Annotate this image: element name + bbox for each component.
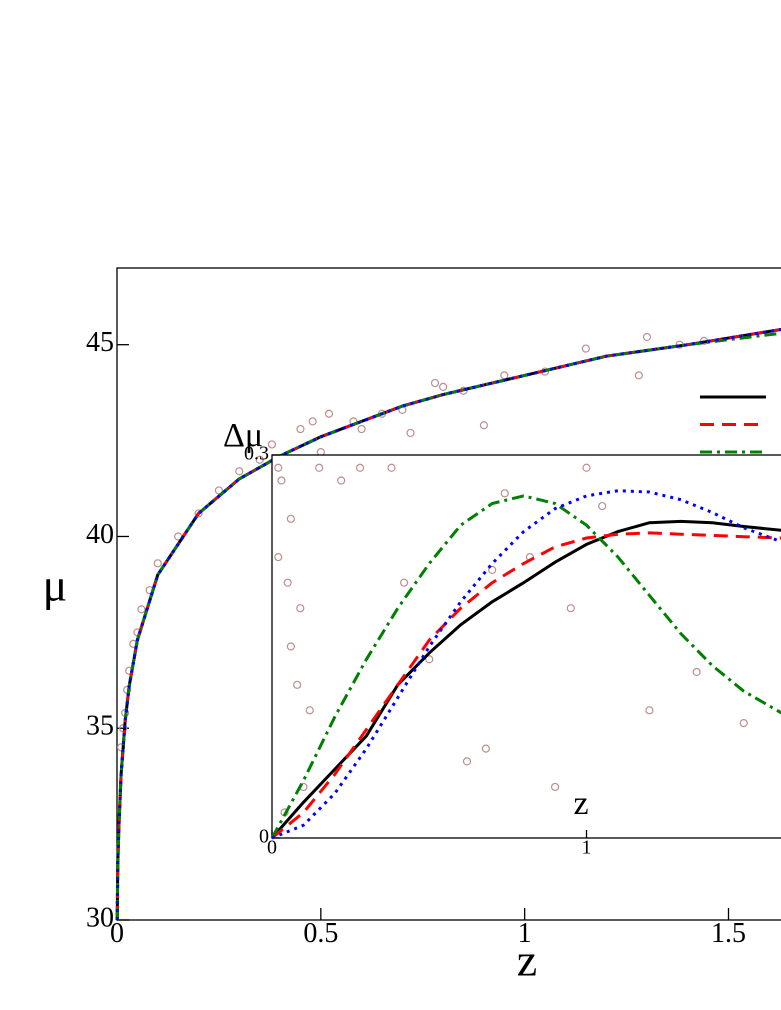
x-tick-label: 1 bbox=[582, 837, 592, 859]
data-point bbox=[296, 424, 305, 434]
series-line bbox=[270, 494, 781, 839]
x-tick-label: 0 bbox=[110, 918, 124, 949]
x-tick-label: 1 bbox=[518, 918, 532, 949]
data-point bbox=[481, 744, 490, 753]
x-axis-label: z bbox=[573, 785, 588, 822]
data-point bbox=[235, 467, 244, 476]
data-point bbox=[274, 553, 283, 562]
data-point bbox=[488, 565, 497, 575]
data-point bbox=[550, 782, 560, 792]
data-point bbox=[399, 578, 409, 587]
data-point bbox=[566, 604, 575, 613]
y-tick-label: 30 bbox=[86, 902, 114, 933]
data-point bbox=[355, 463, 365, 472]
data-point bbox=[324, 409, 334, 418]
y-tick-label: 40 bbox=[86, 519, 114, 550]
data-point bbox=[194, 509, 203, 518]
data-point bbox=[296, 604, 305, 613]
series-line bbox=[271, 489, 781, 840]
data-point bbox=[406, 428, 415, 438]
data-point bbox=[267, 440, 277, 449]
data-point bbox=[598, 501, 607, 511]
data-point bbox=[430, 378, 440, 388]
data-point bbox=[692, 667, 701, 677]
data-point bbox=[255, 455, 264, 464]
y-tick-label: 45 bbox=[86, 327, 114, 358]
y-axis-label: Δμ bbox=[223, 417, 263, 454]
inset: 0 1 0 0.3 z Δμ bbox=[223, 417, 781, 859]
data-point bbox=[581, 344, 590, 353]
data-point bbox=[739, 718, 748, 728]
x-tick-label: 0.5 bbox=[303, 918, 338, 949]
data-point bbox=[293, 680, 302, 689]
series-line bbox=[271, 531, 781, 840]
data-point bbox=[277, 476, 286, 485]
series-line bbox=[115, 327, 781, 921]
data-point bbox=[634, 371, 643, 380]
data-point bbox=[286, 642, 295, 651]
data-point bbox=[308, 417, 317, 426]
data-point bbox=[274, 463, 283, 472]
data-point bbox=[479, 421, 489, 430]
data-point bbox=[137, 605, 146, 614]
data-point bbox=[439, 382, 448, 391]
series-line bbox=[270, 519, 781, 839]
x-tick-label: 1.5 bbox=[711, 918, 746, 949]
data-point bbox=[357, 424, 366, 434]
data-point bbox=[425, 655, 434, 664]
data-point bbox=[462, 757, 472, 766]
plot-frame bbox=[271, 454, 781, 839]
y-tick-label: 35 bbox=[86, 711, 114, 742]
data-point bbox=[305, 706, 314, 715]
data-point bbox=[337, 476, 346, 485]
data-point bbox=[286, 514, 295, 523]
data-point bbox=[214, 486, 224, 495]
data-point bbox=[642, 332, 652, 342]
x-tick-label: 0 bbox=[267, 837, 277, 859]
data-point bbox=[500, 489, 509, 498]
data-point bbox=[387, 463, 396, 472]
data-point bbox=[645, 706, 654, 715]
data-point bbox=[283, 578, 292, 587]
data-point bbox=[582, 463, 591, 472]
y-tick-label: 0.3 bbox=[244, 443, 269, 465]
y-tick-label: 0 bbox=[259, 826, 269, 848]
y-axis-label: μ bbox=[43, 560, 68, 611]
x-axis-label: z bbox=[517, 935, 537, 986]
series-line bbox=[115, 331, 781, 921]
data-point bbox=[153, 559, 162, 568]
data-point bbox=[315, 463, 324, 472]
